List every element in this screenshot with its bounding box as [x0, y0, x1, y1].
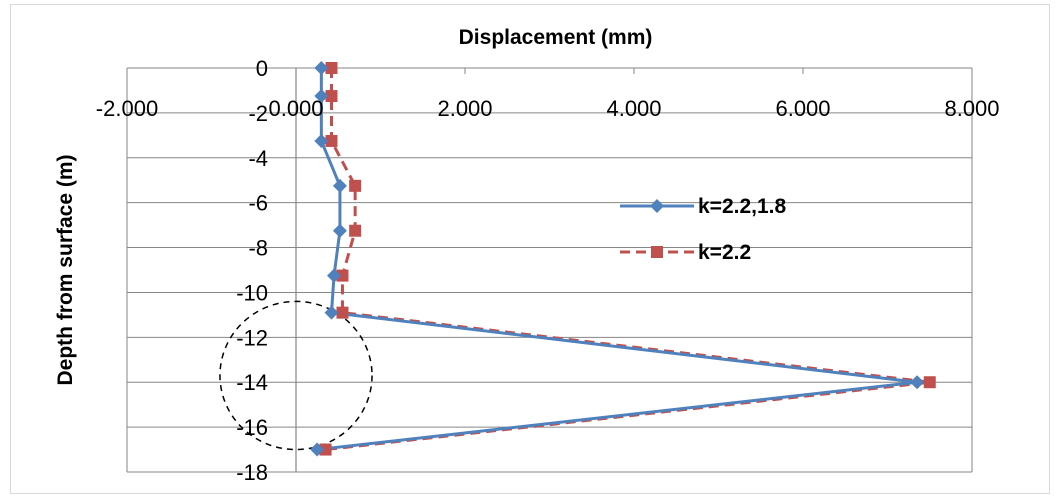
data-point-k-2-2 — [336, 269, 349, 282]
data-point-k-2-2 — [349, 179, 362, 192]
data-point-k-2-2-1-8 — [314, 89, 329, 104]
data-point-k-2-2-1-8 — [314, 133, 329, 148]
y-tick-label: -18 — [236, 460, 268, 485]
legend-marker — [650, 199, 664, 213]
chart-frame — [10, 4, 1050, 494]
data-point-k-2-2 — [319, 443, 332, 456]
y-tick-label: -12 — [236, 325, 268, 350]
dashed-circle-annotation — [219, 300, 373, 451]
x-tick-label: -2.000 — [96, 96, 158, 121]
data-point-k-2-2 — [923, 376, 936, 389]
axes — [126, 68, 973, 472]
data-point-k-2-2-1-8 — [310, 442, 325, 457]
x-tick-label: 4.000 — [606, 96, 661, 121]
annotations — [219, 300, 373, 451]
y-axis-label: Depth from surface (m) — [54, 154, 77, 385]
data-point-k-2-2-1-8 — [332, 178, 347, 193]
y-tick-label: -2 — [248, 101, 268, 126]
y-tick-label: -4 — [248, 146, 268, 171]
data-point-k-2-2 — [336, 306, 349, 319]
legend-label: k=2.2,1.8 — [698, 195, 786, 218]
data-point-k-2-2 — [349, 224, 362, 237]
gridlines — [126, 67, 973, 473]
data-point-k-2-2 — [325, 90, 338, 103]
x-tick-label: 8.000 — [944, 96, 999, 121]
legend-marker — [651, 246, 663, 258]
series-group — [310, 61, 936, 457]
data-point-k-2-2-1-8 — [327, 268, 342, 283]
x-tick-label: 6.000 — [775, 96, 830, 121]
data-point-k-2-2 — [325, 62, 338, 74]
y-tick-label: -8 — [248, 236, 268, 261]
y-tick-label: -16 — [236, 415, 268, 440]
data-point-k-2-2-1-8 — [910, 375, 925, 390]
series-line-k-2-2-1-8 — [316, 68, 919, 452]
chart-title: Displacement (mm) — [459, 26, 653, 49]
y-tick-label: -6 — [248, 191, 268, 216]
data-point-k-2-2-1-8 — [324, 305, 339, 320]
legend-label: k=2.2 — [698, 241, 751, 264]
y-tick-label: -10 — [236, 280, 268, 305]
tick-labels: 0 -2 -4 -6 -8 -10 -12 -14 -16 -18 -2.000 0.000 2.000… — [96, 56, 1000, 485]
x-tick-label: 2.000 — [437, 96, 492, 121]
y-tick-label: -14 — [236, 370, 268, 395]
legend: k=2.2,1.8 k=2.2 — [620, 195, 786, 264]
x-tick-label: 0.000 — [268, 96, 323, 121]
data-point-k-2-2-1-8 — [314, 61, 329, 75]
y-tick-label: 0 — [256, 56, 268, 81]
data-point-k-2-2-1-8 — [332, 223, 347, 238]
data-point-k-2-2 — [325, 134, 338, 147]
